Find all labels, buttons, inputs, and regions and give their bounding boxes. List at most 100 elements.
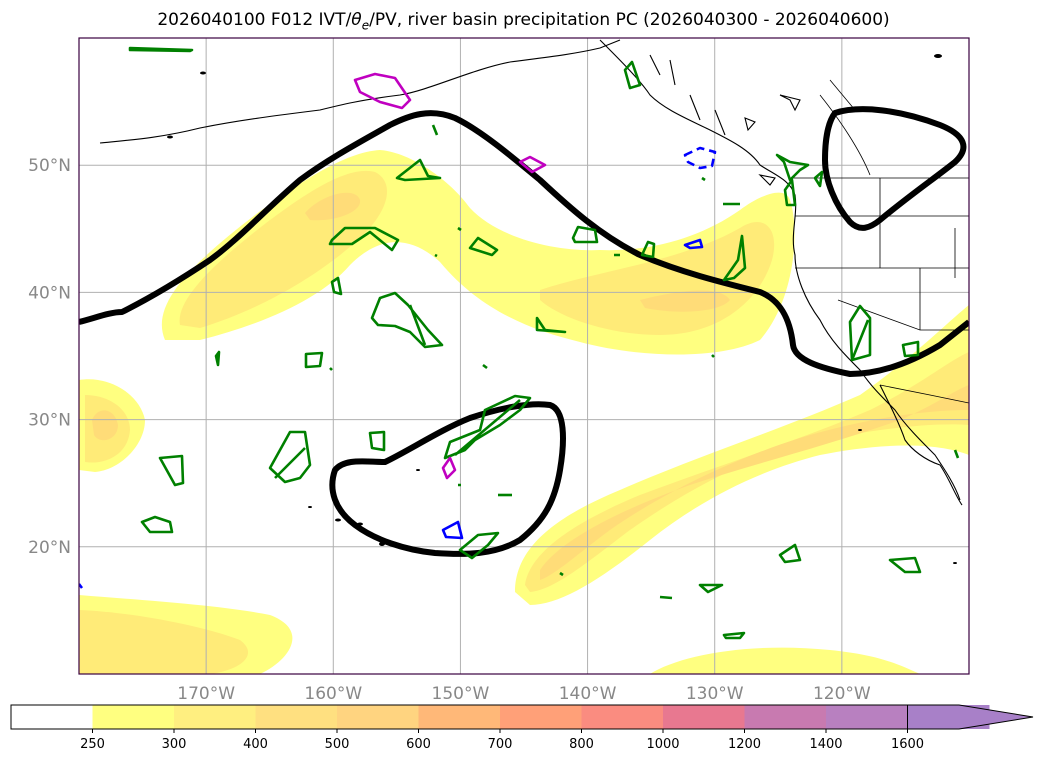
ivt-max-north-west xyxy=(305,192,361,221)
precip-contour xyxy=(722,631,746,640)
precip-contour-dashed xyxy=(683,146,717,170)
precip-contour xyxy=(640,240,656,259)
precip-contour xyxy=(888,556,922,574)
colorbar-tick-label: 250 xyxy=(80,737,105,752)
baja-california xyxy=(879,384,963,506)
ivt-shading-400 xyxy=(92,192,969,580)
lat-tick-label: 20°N xyxy=(28,538,71,558)
longitude-labels: 170°W 160°W 150°W 140°W 130°W 120°W xyxy=(177,684,871,704)
title-theta: θ xyxy=(351,10,362,30)
precip-contour xyxy=(778,543,802,564)
colorbar-segment xyxy=(663,705,745,729)
precip-contour xyxy=(783,170,824,207)
precip-contour xyxy=(214,350,221,367)
precip-contour xyxy=(535,316,567,334)
precip-contour xyxy=(848,304,872,362)
precip-contour xyxy=(775,153,810,182)
precip-contour xyxy=(441,456,457,480)
precip-contour xyxy=(623,60,642,90)
ivt-max-west xyxy=(92,410,118,441)
precip-contour xyxy=(353,72,412,110)
colorbar-segment xyxy=(826,705,908,729)
precip-contour xyxy=(140,515,174,534)
precip-contour xyxy=(901,340,920,358)
colorbar-tick-label: 300 xyxy=(162,737,187,752)
pv-contour-cutoff-low xyxy=(329,401,566,557)
precip-contours-green xyxy=(128,46,960,640)
title-prefix: 2026040100 F012 IVT/ xyxy=(157,10,352,30)
north-america-west-coast xyxy=(599,39,961,501)
colorbar-tick-label: 500 xyxy=(325,737,350,752)
alaska-panhandle-inlets xyxy=(649,54,726,136)
precip-contour xyxy=(722,234,747,282)
colorbar-outline xyxy=(10,704,959,730)
colorbar-segment xyxy=(581,705,664,729)
alaska-south-coast xyxy=(99,39,621,144)
lat-tick-label: 50°N xyxy=(28,156,71,176)
colorbar-segment xyxy=(500,705,582,729)
precip-contour xyxy=(468,236,499,257)
precip-contour xyxy=(128,46,194,53)
lon-tick-label: 140°W xyxy=(559,684,617,704)
precip-contour xyxy=(158,454,185,487)
precip-contours-magenta xyxy=(353,72,547,480)
colorbar-segment xyxy=(418,705,501,729)
colorbar: 250 300 400 500 600 700 800 1000 1200 1400 1600 xyxy=(10,704,1034,752)
lon-tick-label: 170°W xyxy=(177,684,235,704)
map-title: 2026040100 F012 IVT/θe/PV, river basin p… xyxy=(0,10,1047,32)
colorbar-extend-arrow xyxy=(907,704,1034,730)
colorbar-tick-label: 600 xyxy=(406,737,431,752)
map-panel xyxy=(79,38,969,674)
colorbar-segment xyxy=(255,705,338,729)
coastlines xyxy=(99,39,963,506)
title-suffix: /PV, river basin precipitation PC (20260… xyxy=(369,10,890,30)
title-theta-sub: e xyxy=(361,18,370,33)
graticule xyxy=(79,38,969,674)
ivt-blob-south xyxy=(650,647,920,674)
precip-contour xyxy=(458,531,500,560)
colorbar-tick-label: 1000 xyxy=(646,737,679,752)
ivt-max-north-east xyxy=(640,290,730,312)
precip-contour xyxy=(431,124,439,136)
colorbar-tick-label: 1600 xyxy=(891,737,924,752)
colorbar-segment xyxy=(174,705,256,729)
precip-contour xyxy=(482,363,488,370)
precip-contour xyxy=(953,449,960,459)
pv-contour-northeast xyxy=(822,106,967,231)
precip-contour xyxy=(368,430,386,452)
coastal-islands xyxy=(744,94,801,186)
lon-tick-label: 160°W xyxy=(304,684,362,704)
colorbar-tick-label: 700 xyxy=(488,737,513,752)
canada-provincial-borders xyxy=(819,79,871,176)
precip-contour xyxy=(441,520,464,540)
colorbar-segment xyxy=(92,705,175,729)
map-frame xyxy=(78,37,970,675)
colorbar-segment xyxy=(744,705,827,729)
lon-tick-label: 120°W xyxy=(813,684,871,704)
lat-tick-label: 30°N xyxy=(28,411,71,431)
precip-contour xyxy=(659,595,673,600)
latitude-labels: 20°N 30°N 40°N 50°N xyxy=(28,156,71,558)
colorbar-segment xyxy=(337,705,419,729)
precip-contour xyxy=(395,158,442,182)
precip-contour xyxy=(518,155,547,174)
precip-contour xyxy=(443,394,532,460)
us-mexico-border xyxy=(837,299,969,404)
precip-contour xyxy=(571,225,599,244)
precip-contour xyxy=(370,291,444,349)
precip-contour xyxy=(683,238,704,250)
lon-tick-label: 150°W xyxy=(432,684,490,704)
precip-contour xyxy=(304,351,324,369)
pv-contours xyxy=(79,106,969,557)
colorbar-tick-label: 1200 xyxy=(728,737,761,752)
precip-contour-small xyxy=(329,176,740,577)
lat-tick-label: 40°N xyxy=(28,283,71,303)
pv-contour-north xyxy=(79,110,969,377)
precip-contours-blue xyxy=(79,146,717,589)
ivt-core-south xyxy=(525,352,969,592)
precip-contour xyxy=(268,430,312,484)
colorbar-segment xyxy=(11,705,93,729)
colorbar-tick-label: 400 xyxy=(243,737,268,752)
lon-tick-label: 130°W xyxy=(686,684,744,704)
